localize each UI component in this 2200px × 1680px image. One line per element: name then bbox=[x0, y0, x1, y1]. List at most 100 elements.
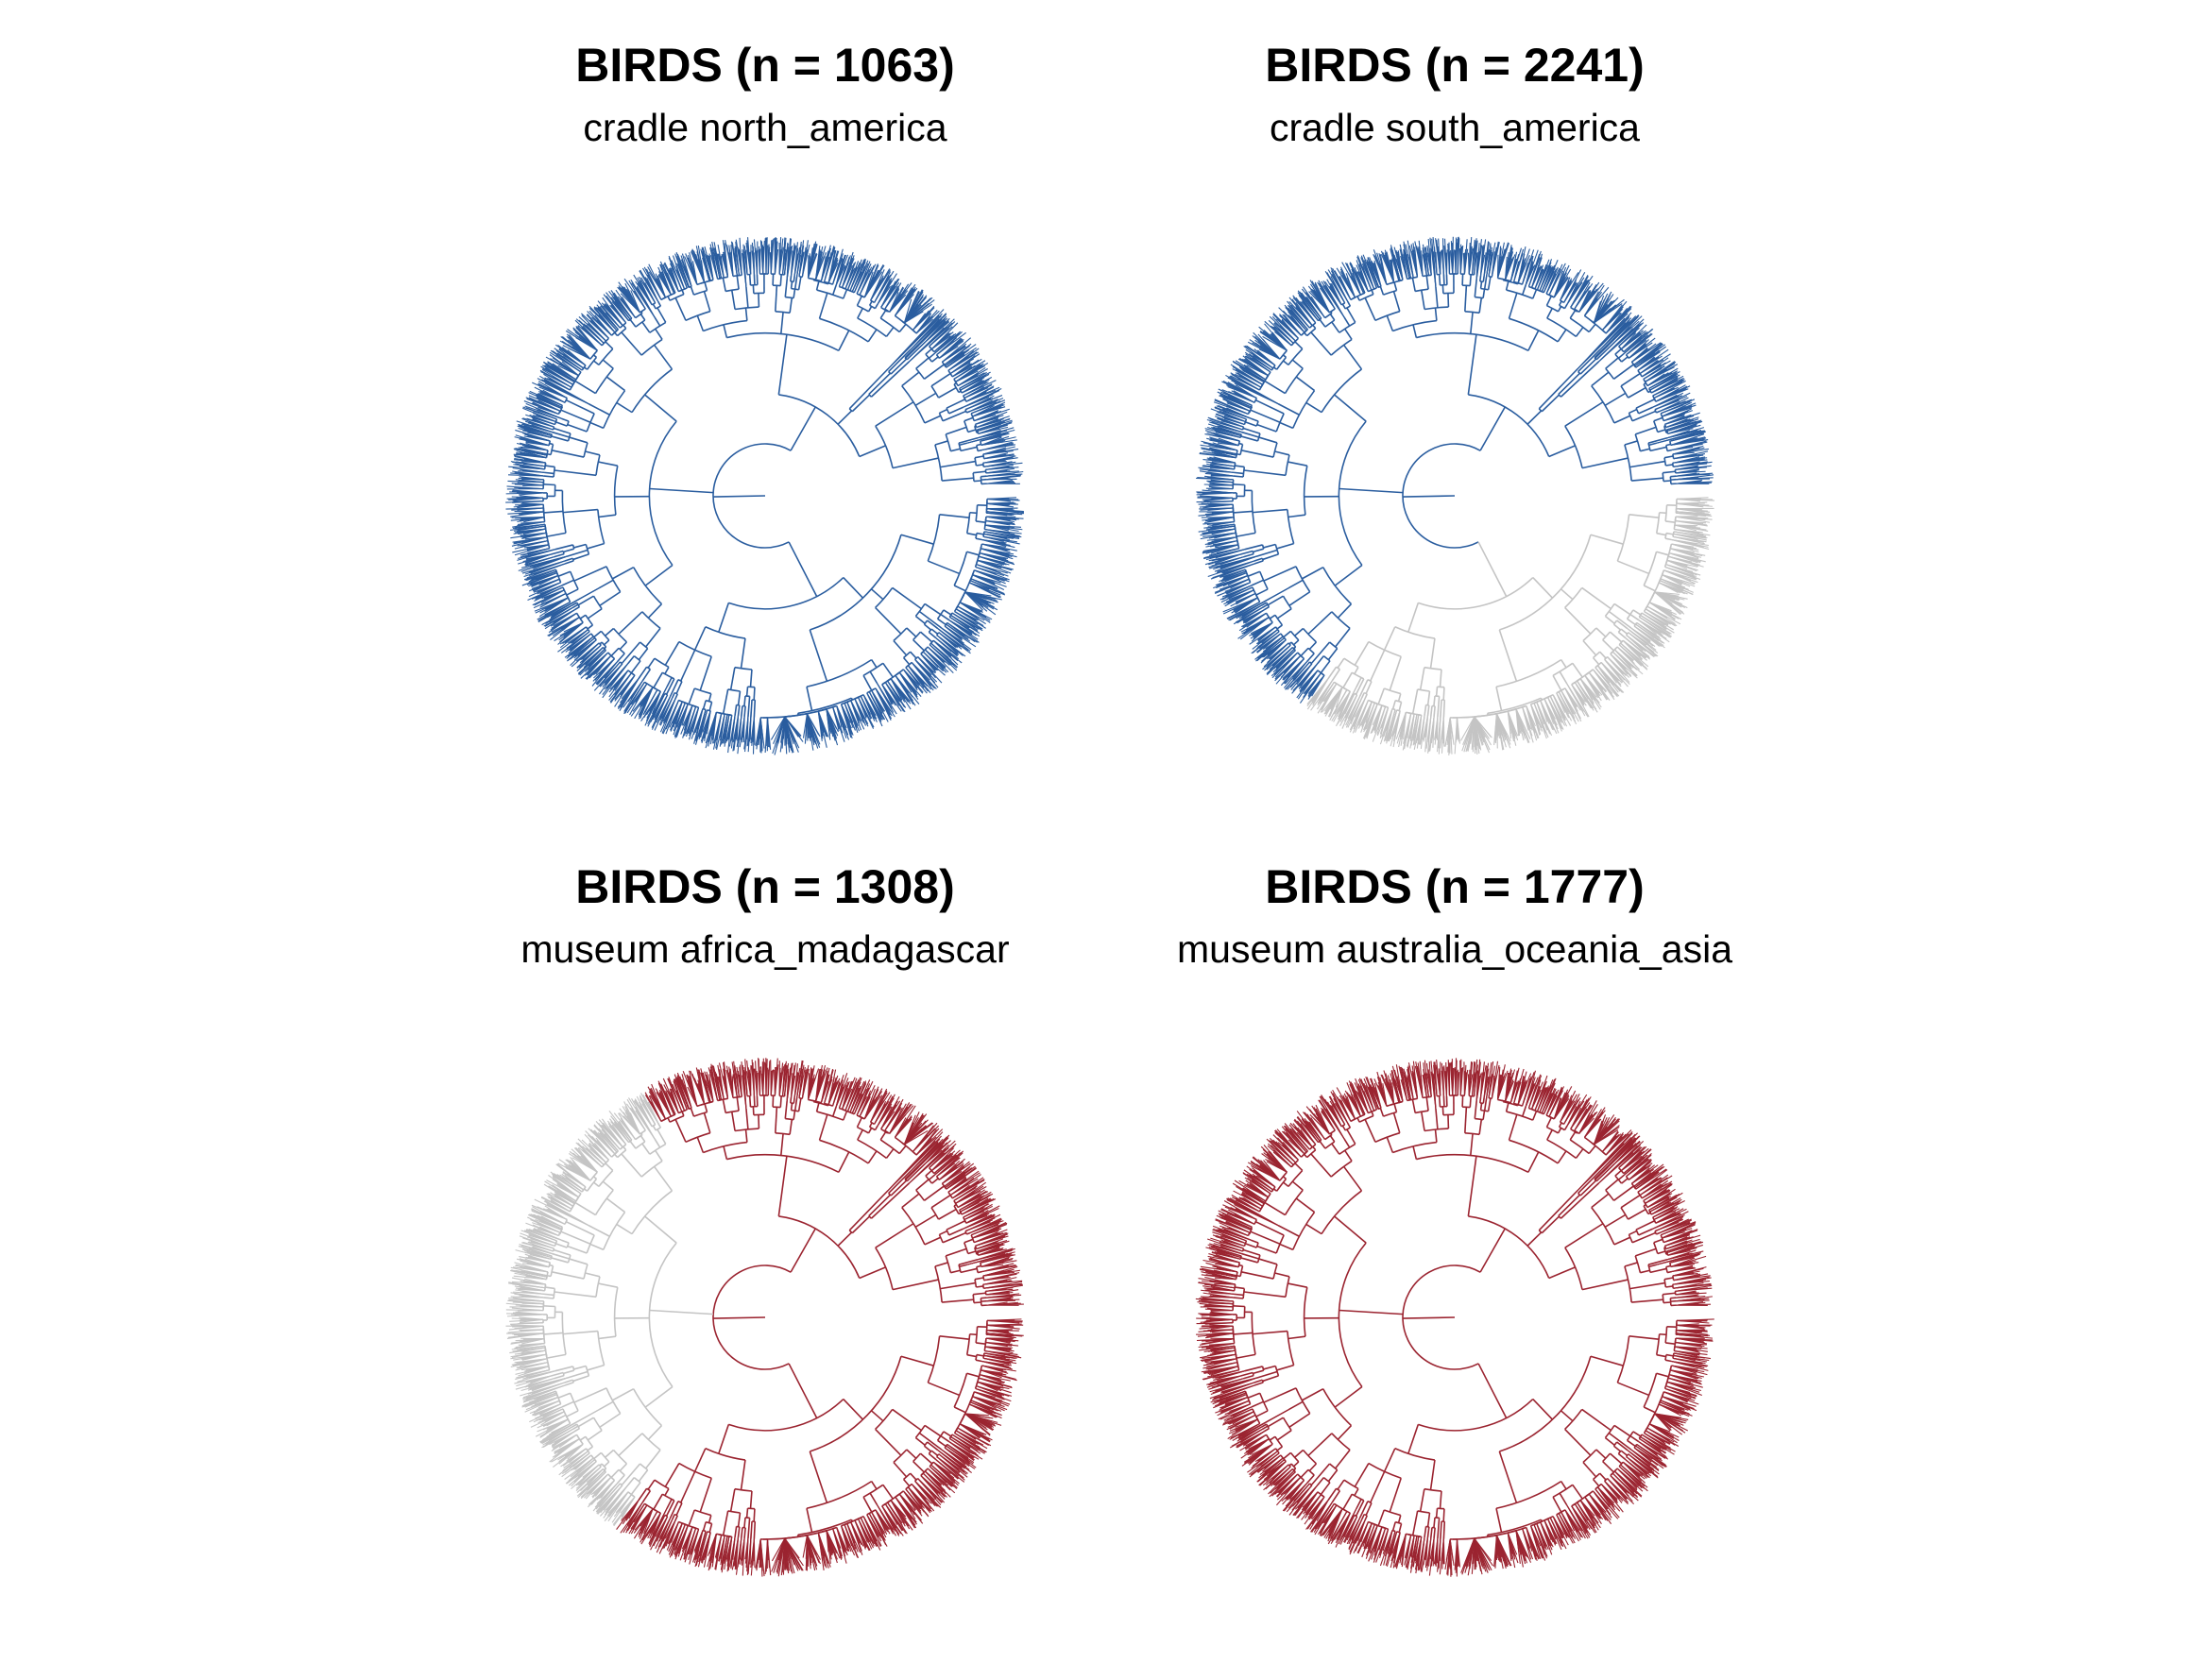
tip-clade bbox=[1380, 1070, 1395, 1105]
tree-branch bbox=[1599, 651, 1607, 659]
tree-branch bbox=[1479, 281, 1483, 289]
tree-branch bbox=[862, 674, 873, 691]
tree-node-arc bbox=[545, 1354, 548, 1359]
tip-clade bbox=[1666, 1249, 1704, 1261]
tree-branch bbox=[928, 1382, 961, 1397]
tree-branch bbox=[1329, 314, 1336, 321]
tree-node-arc bbox=[1564, 586, 1583, 609]
tip-clade bbox=[574, 319, 603, 347]
tree-node-arc bbox=[649, 321, 667, 333]
tree-node-arc bbox=[871, 687, 877, 691]
tree-branch bbox=[790, 1228, 816, 1273]
tree-branch bbox=[1264, 1201, 1286, 1216]
tip-clade bbox=[1201, 517, 1235, 524]
tree-node-arc bbox=[1617, 628, 1622, 633]
tree-branch bbox=[745, 1508, 749, 1519]
tip-clade bbox=[759, 240, 765, 275]
tree-branch bbox=[690, 1108, 695, 1117]
tip-clade bbox=[1560, 1090, 1578, 1123]
tip-clade bbox=[1663, 408, 1694, 422]
tree-branch bbox=[1327, 648, 1339, 661]
tip-clade bbox=[510, 1353, 547, 1361]
tip-clade bbox=[544, 1180, 577, 1202]
tip-clade bbox=[827, 1069, 841, 1105]
tip-clade bbox=[801, 240, 810, 278]
tree-branch bbox=[906, 627, 917, 637]
tip-clade bbox=[521, 1394, 557, 1408]
tip-clade bbox=[549, 604, 572, 620]
tree-branch bbox=[1247, 570, 1261, 577]
tree-node-arc bbox=[612, 1449, 627, 1465]
tree-node-arc bbox=[595, 454, 601, 476]
tree-node-arc bbox=[1260, 382, 1265, 388]
tip-clade bbox=[1316, 682, 1335, 710]
tip-clade bbox=[557, 629, 588, 653]
tip-clade bbox=[628, 1504, 648, 1535]
tree-branch bbox=[1420, 290, 1425, 310]
tip-clade bbox=[1563, 1094, 1581, 1125]
tree-branch bbox=[1437, 696, 1441, 718]
tree-node-arc bbox=[1239, 444, 1244, 455]
tree-branch bbox=[1508, 292, 1518, 319]
tree-node-arc bbox=[928, 1450, 932, 1454]
tree-node-arc bbox=[585, 1366, 590, 1377]
tree-branch bbox=[1245, 1243, 1257, 1248]
tree-branch bbox=[587, 608, 603, 619]
tree-branch bbox=[1620, 628, 1629, 635]
tip-clade bbox=[1349, 262, 1365, 294]
tip-clade bbox=[1517, 246, 1530, 283]
tip-clade bbox=[887, 1131, 944, 1192]
tip-clade bbox=[688, 1529, 700, 1565]
tree-branch bbox=[1234, 471, 1244, 475]
tree-node-arc bbox=[1274, 1366, 1280, 1377]
tree-branch bbox=[641, 1490, 652, 1503]
tree-node-arc bbox=[1248, 579, 1252, 584]
tip-clade bbox=[802, 713, 821, 751]
tip-clade bbox=[986, 1297, 1020, 1302]
tip-clade bbox=[511, 1277, 546, 1285]
tree-branch bbox=[904, 343, 919, 359]
tip-clade bbox=[1592, 669, 1618, 701]
tree-branch bbox=[641, 321, 651, 333]
tree-branch bbox=[923, 364, 945, 380]
tree-branch bbox=[1564, 606, 1592, 635]
tree-node-arc bbox=[639, 308, 646, 314]
panel-subtitle: cradle south_america bbox=[1270, 106, 1640, 149]
tip-clade bbox=[968, 395, 1003, 409]
tree-node-arc bbox=[1322, 567, 1353, 605]
tip-clade bbox=[953, 360, 986, 380]
tip-clade bbox=[559, 626, 587, 649]
tree-node-arc bbox=[651, 1124, 657, 1128]
tree-node-arc bbox=[567, 597, 571, 602]
tip-clade bbox=[506, 485, 544, 490]
tree-node-arc bbox=[1628, 1234, 1633, 1244]
tree-branch bbox=[1548, 1266, 1576, 1280]
tip-clade bbox=[1413, 715, 1423, 750]
tip-clade bbox=[1428, 716, 1435, 753]
tree-branch bbox=[1274, 1272, 1290, 1278]
tree-branch bbox=[793, 289, 796, 298]
tip-clade bbox=[929, 1466, 954, 1487]
tip-clade bbox=[663, 262, 679, 292]
tree-branch bbox=[1479, 1228, 1506, 1273]
tip-clade bbox=[1238, 612, 1267, 632]
tip-clade bbox=[1443, 1061, 1448, 1096]
tip-clade bbox=[963, 1203, 990, 1218]
tip-clade bbox=[1660, 1221, 1697, 1236]
tip-clade bbox=[986, 1293, 1022, 1298]
tree-node-arc bbox=[1601, 1150, 1607, 1156]
tip-clade bbox=[1222, 1200, 1256, 1220]
tree-branch bbox=[680, 1470, 696, 1503]
tip-clade bbox=[1227, 1418, 1258, 1439]
tree-node-arc bbox=[639, 1129, 646, 1135]
tree-branch bbox=[925, 348, 932, 355]
tree-branch bbox=[722, 1099, 726, 1113]
tip-clade bbox=[1675, 468, 1706, 474]
tip-clade bbox=[514, 1342, 545, 1349]
tree-branch bbox=[1329, 1135, 1336, 1143]
tree-branch bbox=[914, 1213, 937, 1229]
tree-branch bbox=[1291, 1180, 1304, 1191]
tip-clade bbox=[1266, 1138, 1294, 1165]
tip-clade bbox=[550, 1171, 582, 1195]
tree-node-arc bbox=[1402, 443, 1481, 549]
